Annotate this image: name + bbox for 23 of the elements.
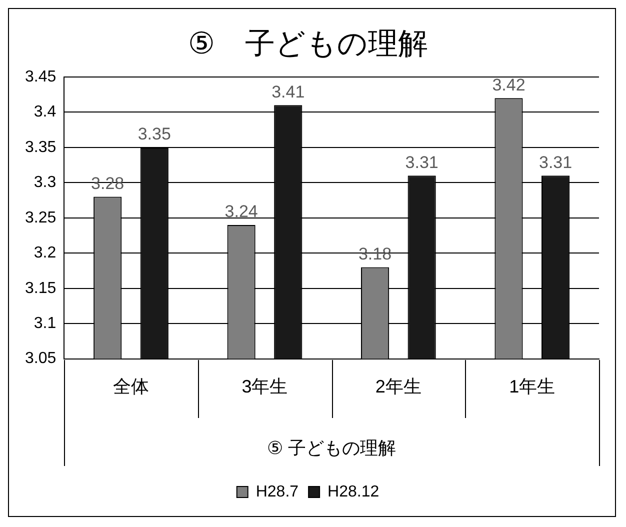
legend-label: H28.7 (256, 483, 299, 500)
legend-label: H28.12 (328, 483, 380, 500)
y-tick-label: 3.15 (25, 280, 56, 297)
data-label: 3.41 (272, 82, 305, 102)
y-tick-label: 3.25 (25, 209, 56, 226)
y-tick-label: 3.1 (34, 314, 56, 332)
data-label: 3.24 (224, 202, 258, 222)
data-label: 3.31 (538, 152, 572, 172)
y-tick-label: 3.3 (34, 174, 56, 192)
x-tick-label: 3年生 (242, 376, 288, 397)
data-label: 3.42 (492, 75, 526, 94)
data-label: 3.35 (138, 124, 171, 144)
data-label: 3.31 (405, 152, 438, 172)
x-tick-label: 全体 (113, 376, 149, 397)
y-tick-label: 3.2 (34, 244, 56, 262)
y-tick-label: 3.4 (34, 104, 56, 121)
y-tick-label: 3.45 (25, 68, 56, 86)
chart-title: ⑤ 子どもの理解 (188, 27, 428, 60)
x-tick-label: 1年生 (509, 376, 556, 397)
y-tick-label: 3.05 (25, 350, 56, 368)
y-tick-label: 3.35 (25, 138, 56, 156)
x-tick-label: 2年生 (375, 376, 422, 397)
x-axis-title: ⑤ 子どもの理解 (267, 438, 396, 458)
